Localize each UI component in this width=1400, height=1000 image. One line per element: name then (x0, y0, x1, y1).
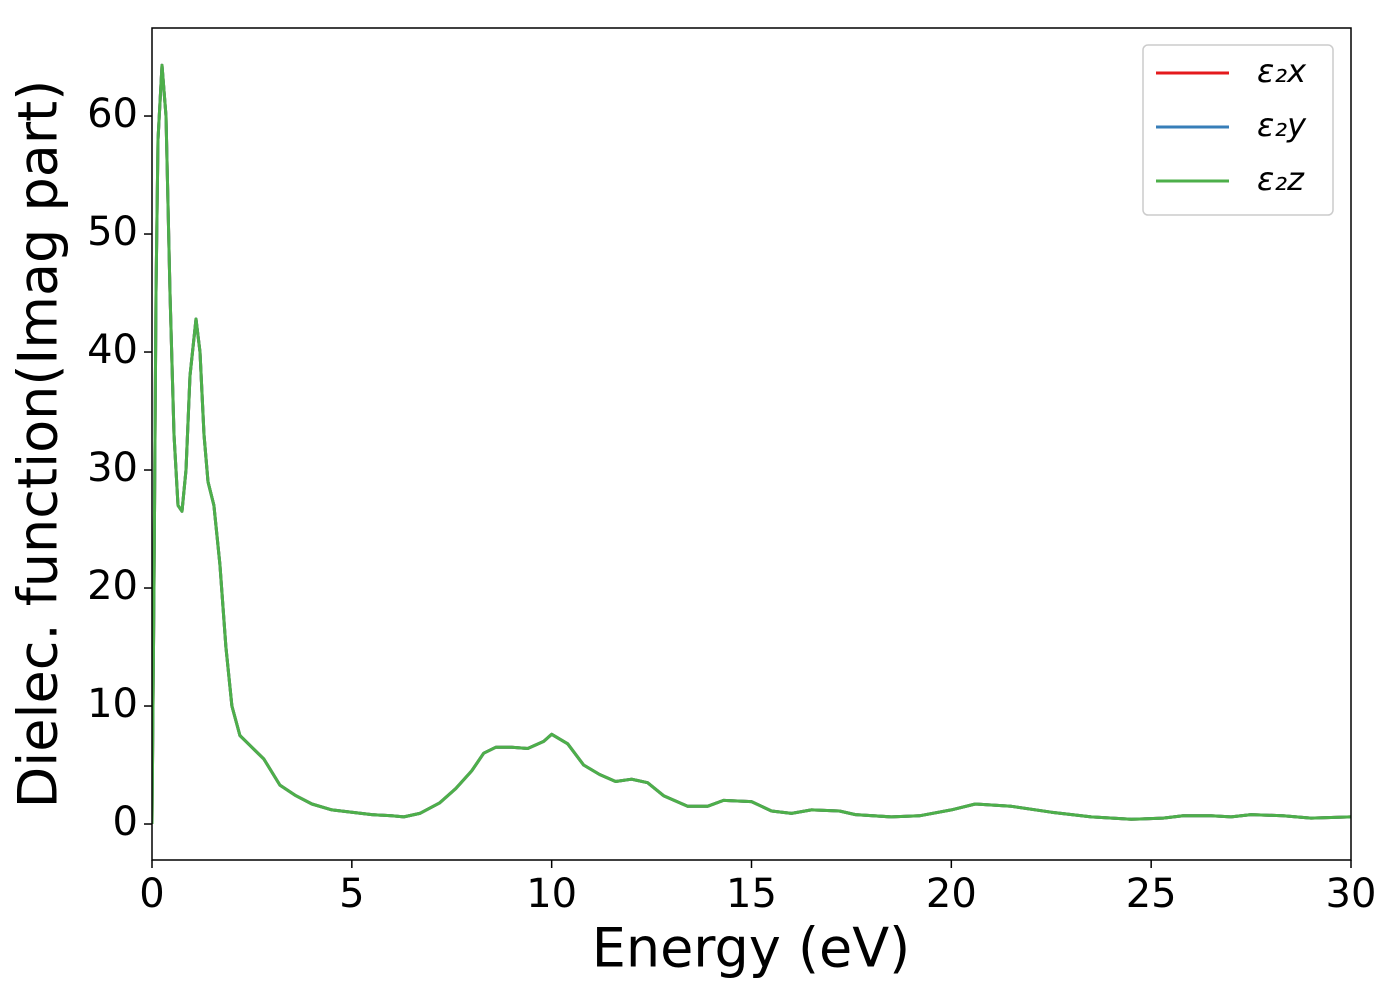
x-tick-label: 0 (139, 871, 164, 917)
y-tick-label: 10 (87, 681, 138, 727)
y-tick-label: 60 (87, 91, 138, 137)
x-tick-label: 10 (526, 871, 577, 917)
x-tick-label: 25 (1126, 871, 1177, 917)
y-tick-label: 30 (87, 445, 138, 491)
x-tick-label: 5 (339, 871, 364, 917)
x-tick-label: 20 (926, 871, 977, 917)
legend-label: ε₂z (1257, 160, 1305, 198)
x-tick-label: 30 (1326, 871, 1377, 917)
y-axis-label: Dielec. function(Imag part) (7, 80, 70, 809)
y-tick-label: 50 (87, 209, 138, 255)
legend-label: ε₂y (1257, 106, 1307, 144)
plot-frame (151, 27, 1352, 861)
y-tick-label: 0 (113, 799, 138, 845)
x-tick-label: 15 (726, 871, 777, 917)
legend-label: ε₂x (1257, 52, 1307, 90)
y-tick-label: 40 (87, 327, 138, 373)
data-line (152, 63, 1351, 825)
x-axis-label: Energy (eV) (592, 917, 911, 980)
y-tick-label: 20 (87, 563, 138, 609)
legend-box (1142, 44, 1334, 216)
